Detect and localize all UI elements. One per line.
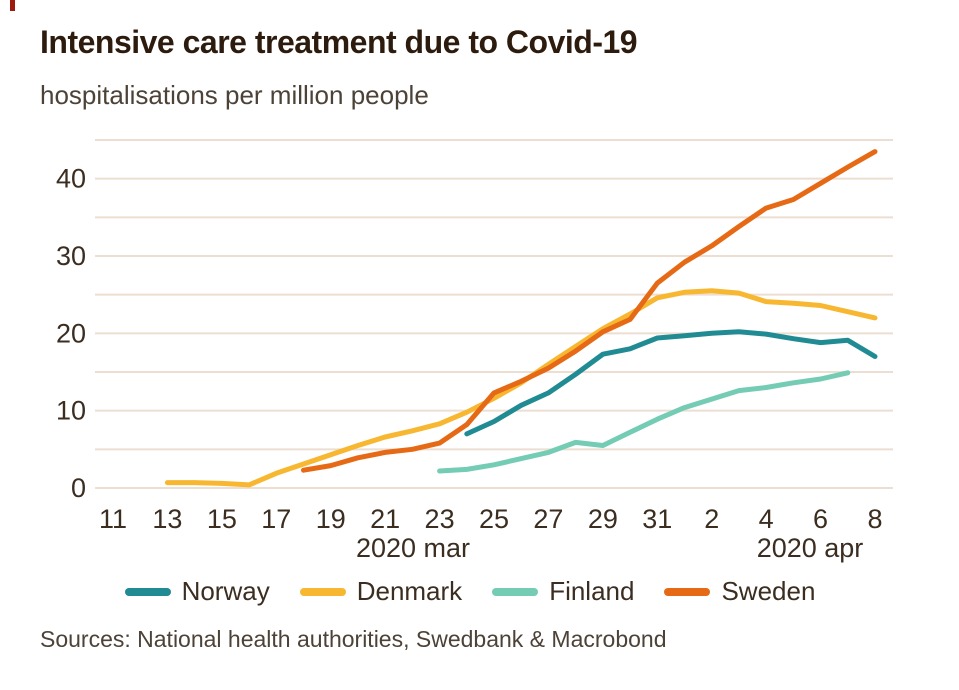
legend-item-norway: Norway <box>124 576 270 607</box>
x-tick-label: 11 <box>99 504 127 534</box>
chart-title: Intensive care treatment due to Covid-19 <box>40 24 638 60</box>
legend-item-finland: Finland <box>492 576 634 607</box>
x-tick-label: 27 <box>533 504 563 534</box>
brand-tick-mark <box>10 0 15 11</box>
legend-swatch-finland <box>492 587 539 596</box>
x-tick-label: 17 <box>261 504 291 534</box>
y-axis-tick-labels: 0 10 20 30 40 <box>56 164 86 503</box>
legend-swatch-sweden <box>664 587 711 596</box>
chart-subtitle: hospitalisations per million people <box>40 80 429 110</box>
x-tick-label: 6 <box>813 504 828 534</box>
x-tick-label: 13 <box>152 504 182 534</box>
x-tick-label: 15 <box>207 504 237 534</box>
legend-label: Denmark <box>356 576 463 606</box>
legend-swatch-norway <box>124 587 171 596</box>
legend-item-sweden: Sweden <box>664 576 815 607</box>
gridlines <box>95 139 893 489</box>
x-tick-label: 19 <box>316 504 346 534</box>
y-tick-label: 10 <box>56 396 86 426</box>
legend-swatch-denmark <box>299 587 346 596</box>
x-tick-label: 29 <box>588 504 618 534</box>
x-axis-tick-labels: 11 13 15 17 19 21 23 25 27 29 31 2 4 6 8 2020 mar 2020 a… <box>99 504 883 563</box>
x-axis-month-label: 2020 mar <box>356 533 470 563</box>
y-tick-label: 40 <box>56 164 86 194</box>
x-tick-label: 23 <box>425 504 455 534</box>
y-tick-label: 0 <box>71 473 86 503</box>
legend-label: Sweden <box>721 576 816 606</box>
y-tick-label: 30 <box>56 241 86 271</box>
legend-label: Finland <box>549 576 635 606</box>
x-tick-label: 21 <box>370 504 400 534</box>
x-tick-label: 4 <box>759 504 774 534</box>
sources-note: Sources: National health authorities, Sw… <box>40 626 667 652</box>
chart-legend: Norway Denmark Finland Sweden <box>40 576 900 607</box>
series-line-sweden <box>301 149 878 473</box>
x-tick-label: 8 <box>867 504 882 534</box>
legend-item-denmark: Denmark <box>299 576 463 607</box>
y-tick-label: 20 <box>56 318 86 348</box>
series-line-norway <box>464 329 878 437</box>
x-tick-label: 2 <box>704 504 719 534</box>
series-line-finland <box>437 370 851 474</box>
legend-label: Norway <box>181 576 270 606</box>
x-tick-label: 31 <box>642 504 672 534</box>
x-tick-label: 25 <box>479 504 509 534</box>
x-axis-month-label: 2020 apr <box>757 533 864 563</box>
